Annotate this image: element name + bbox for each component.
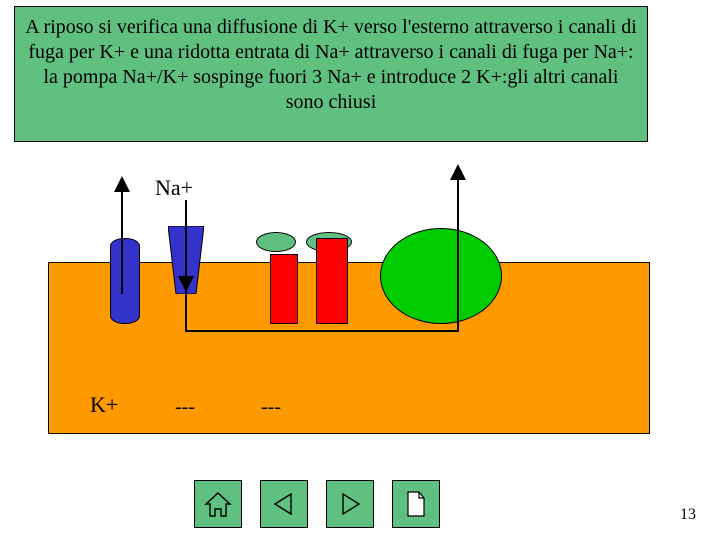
nav-doc-button[interactable] <box>392 480 440 528</box>
arrow-pump-out-head <box>450 164 466 180</box>
home-icon <box>203 489 233 519</box>
na-channel-2 <box>316 238 348 324</box>
connector-horiz <box>186 330 458 332</box>
dash-1: --- <box>175 396 195 419</box>
nav-prev-button[interactable] <box>260 480 308 528</box>
document-icon <box>401 489 431 519</box>
caption-text: A riposo si verifica una diffusione di K… <box>25 16 637 113</box>
arrow-k-out-head <box>114 176 130 192</box>
channel-lid-1 <box>256 232 296 252</box>
k-channel-1 <box>110 238 140 324</box>
nav-next-button[interactable] <box>326 480 374 528</box>
arrow-k-out <box>121 190 123 294</box>
arrow-na-in <box>185 200 187 278</box>
triangle-right-icon <box>335 489 365 519</box>
connector-vert <box>185 288 187 332</box>
na-k-pump <box>380 228 502 324</box>
caption-box: A riposo si verifica una diffusione di K… <box>14 6 648 142</box>
triangle-left-icon <box>269 489 299 519</box>
nav-home-button[interactable] <box>194 480 242 528</box>
na-channel-1 <box>270 254 298 324</box>
page-number: 13 <box>680 506 696 524</box>
label-k: K+ <box>90 392 118 418</box>
dash-2: --- <box>261 396 281 419</box>
label-na: Na+ <box>155 175 193 201</box>
arrow-pump-out <box>457 178 459 332</box>
